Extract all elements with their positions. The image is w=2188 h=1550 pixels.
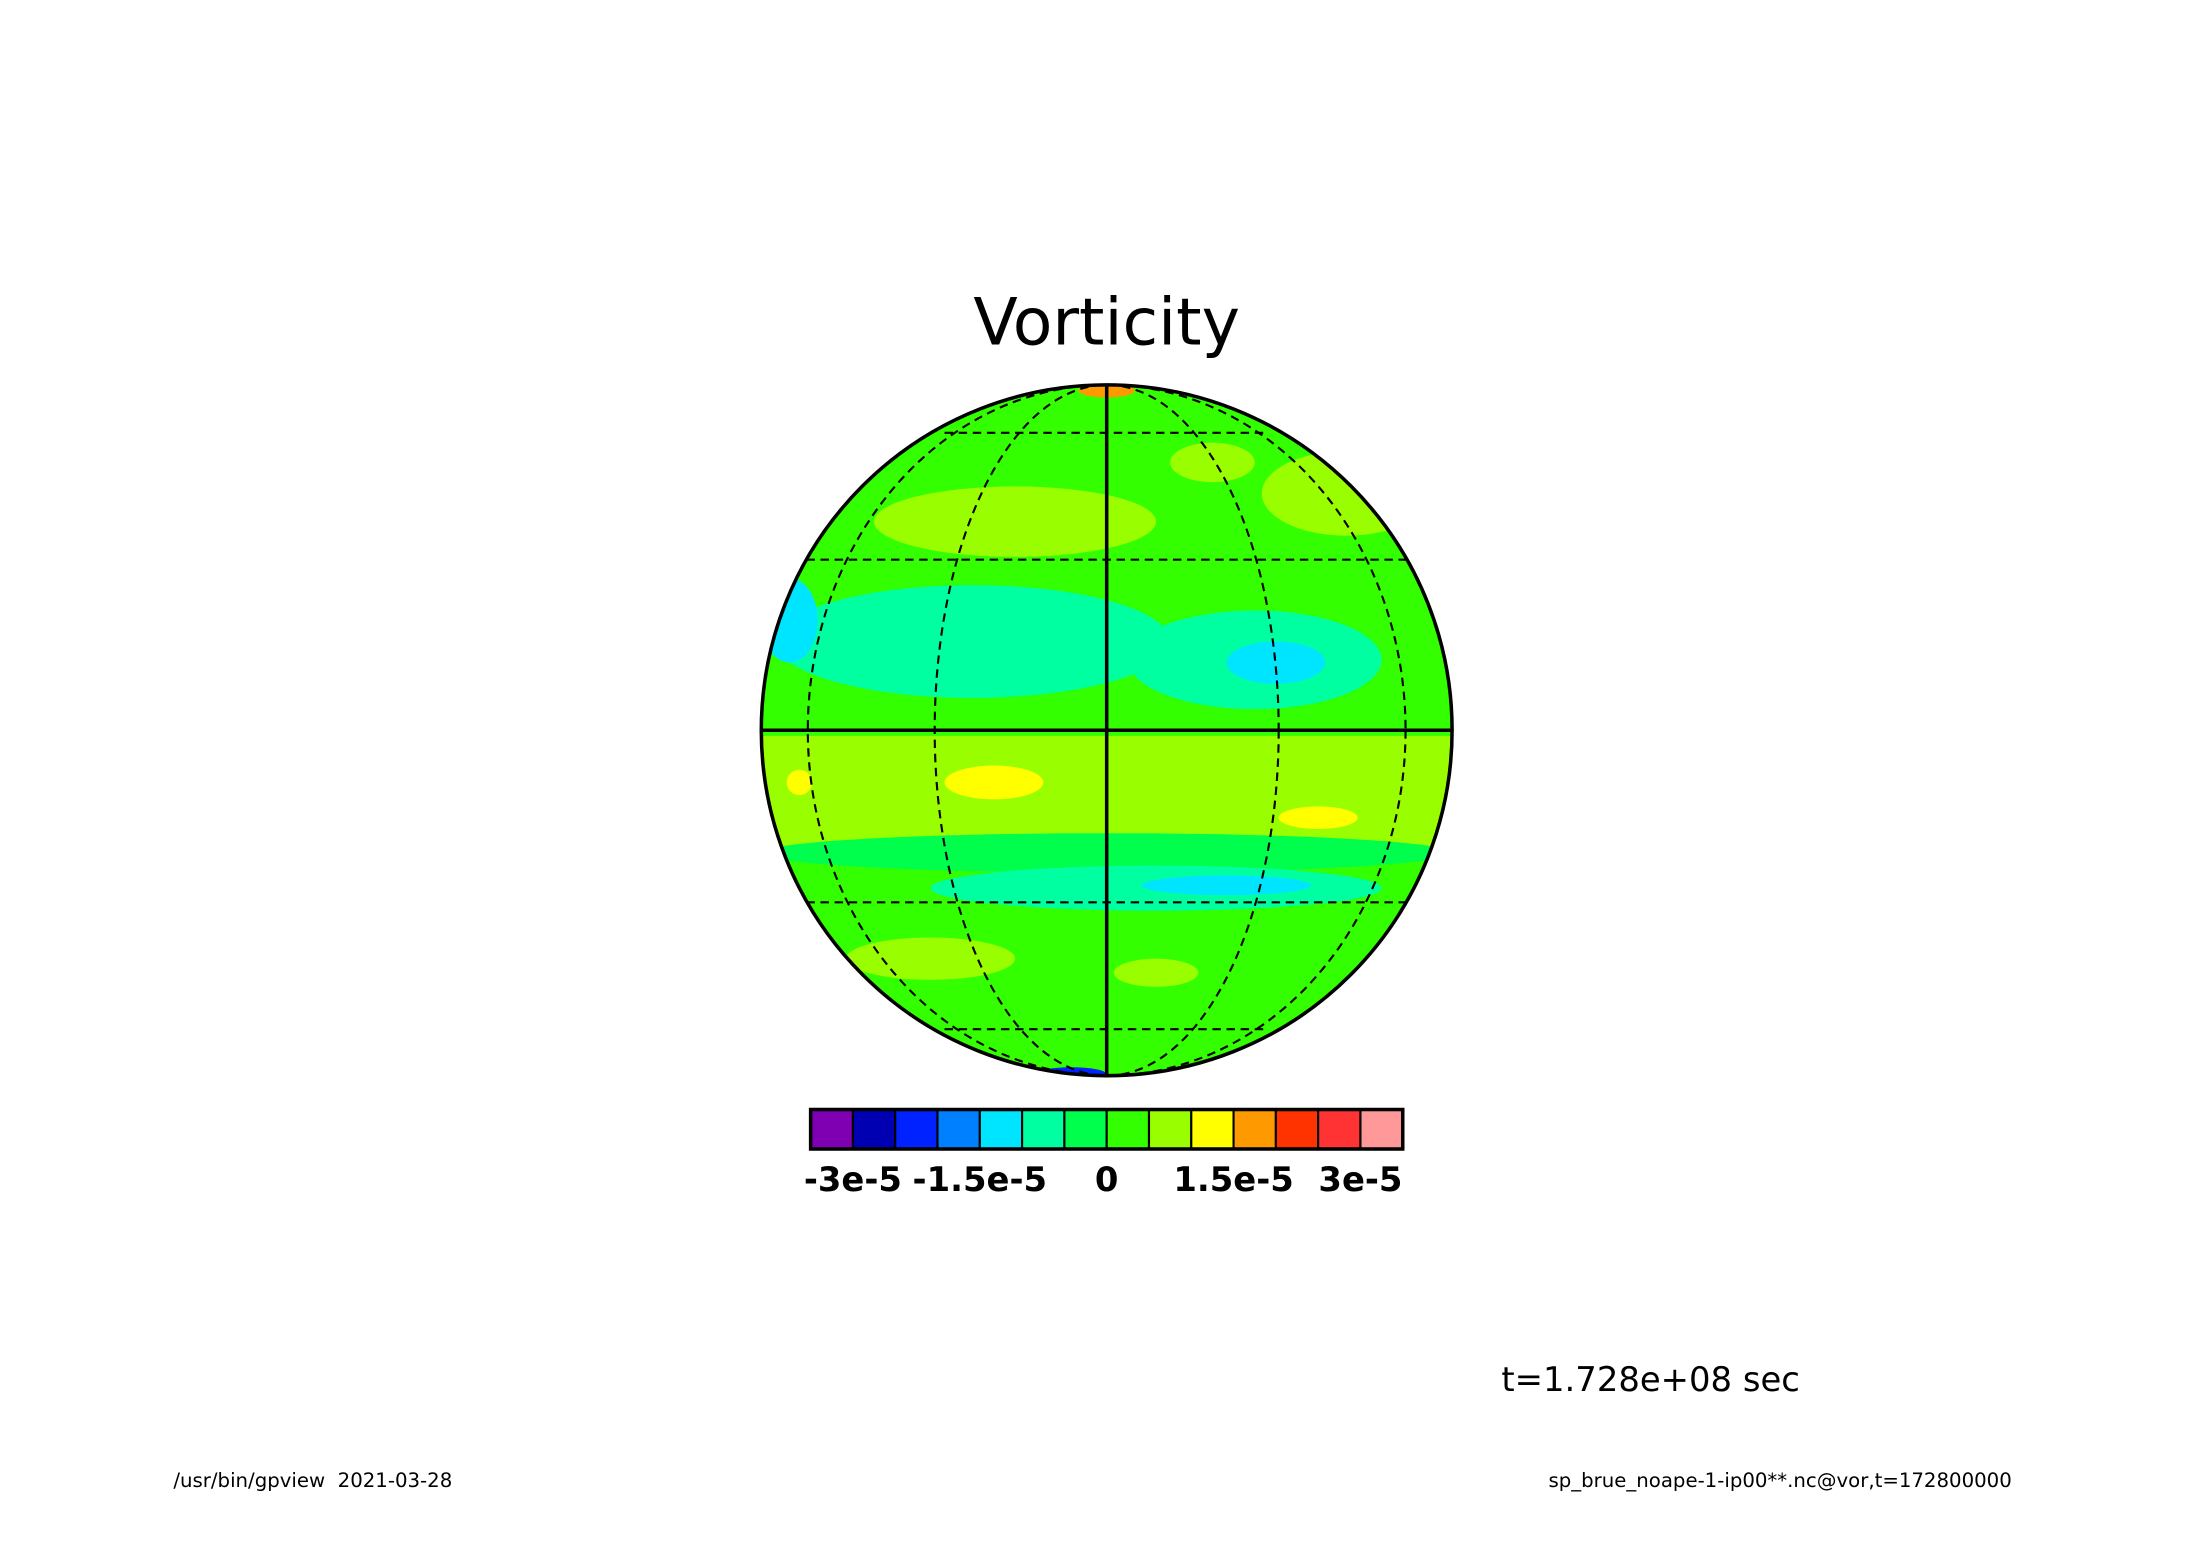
globe-frame: [759, 383, 1454, 1078]
colorbar-tick-label: 1.5e-5: [1173, 1160, 1293, 1199]
contour-region: [786, 769, 813, 796]
contour-region: [1226, 641, 1326, 684]
annotation: t=1.728e+08 sec: [1501, 1360, 1799, 1399]
colorbar-box: [1232, 1108, 1277, 1151]
contour-region: [775, 585, 1171, 698]
contour-region: [1170, 442, 1255, 483]
colorbar-box: [1021, 1108, 1066, 1151]
colorbar-box: [1190, 1108, 1235, 1151]
colorbar: -3e-5 -1.5e-5 0 1.5e-5 3e-5: [804, 1107, 1405, 1199]
contour-region: [874, 486, 1157, 557]
colorbar-box: [1105, 1108, 1151, 1151]
contour-region: [845, 937, 1016, 980]
chart-title: Vorticity: [973, 286, 1240, 361]
colorbar-box: [894, 1108, 939, 1151]
colorbar-tick-label: 3e-5: [1318, 1160, 1402, 1199]
colorbar-box: [1359, 1108, 1404, 1151]
colorbar-tick-label: 0: [1095, 1160, 1119, 1199]
colorbar-box: [1147, 1108, 1193, 1151]
footer-right: sp_brue_noape-1-ip00**.nc@vor,t=17280000…: [1549, 1469, 2012, 1492]
colorbar-box: [809, 1108, 854, 1151]
colorbar-box: [978, 1108, 1024, 1151]
contour-region: [1113, 958, 1199, 987]
colorbar-box: [1063, 1108, 1108, 1151]
contour-region: [1141, 875, 1312, 896]
footer-left: /usr/bin/gpview 2021-03-28: [173, 1469, 452, 1492]
colorbar-box: [1274, 1108, 1320, 1151]
colorbar-frame: [808, 1107, 1405, 1151]
colorbar-tick-label: -3e-5: [804, 1160, 902, 1199]
colorbar-tick-label: -1.5e-5: [913, 1160, 1048, 1199]
contour-region: [944, 765, 1044, 800]
contour-region: [1278, 806, 1358, 829]
colorbar-box: [851, 1108, 897, 1151]
colorbar-box: [1317, 1108, 1362, 1151]
colorbar-box: [936, 1108, 981, 1151]
